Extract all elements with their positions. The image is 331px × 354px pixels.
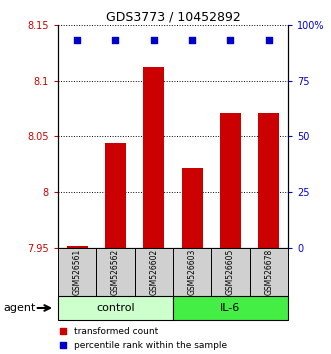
Bar — [58, 248, 96, 296]
Bar — [182, 167, 203, 248]
Point — [266, 38, 271, 43]
Text: GSM526602: GSM526602 — [149, 249, 158, 295]
Bar — [220, 113, 241, 248]
Point — [228, 38, 233, 43]
Bar — [258, 113, 279, 248]
Bar — [105, 143, 126, 248]
Text: transformed count: transformed count — [74, 326, 158, 336]
Text: control: control — [96, 303, 135, 313]
Point — [60, 342, 65, 348]
Text: agent: agent — [3, 303, 36, 313]
Text: percentile rank within the sample: percentile rank within the sample — [74, 341, 227, 350]
Text: GSM526603: GSM526603 — [188, 249, 197, 295]
Bar — [250, 248, 288, 296]
Point — [74, 38, 80, 43]
Text: GSM526561: GSM526561 — [72, 249, 82, 295]
Text: GSM526605: GSM526605 — [226, 249, 235, 295]
Bar — [135, 248, 173, 296]
Point — [113, 38, 118, 43]
Title: GDS3773 / 10452892: GDS3773 / 10452892 — [106, 11, 240, 24]
Text: GSM526562: GSM526562 — [111, 249, 120, 295]
Bar — [67, 246, 88, 248]
Bar — [173, 248, 211, 296]
Text: GSM526678: GSM526678 — [264, 249, 273, 295]
Bar — [211, 248, 250, 296]
Point — [189, 38, 195, 43]
Bar — [173, 296, 288, 320]
Bar — [58, 296, 173, 320]
Point — [60, 328, 65, 334]
Point — [151, 38, 157, 43]
Text: IL-6: IL-6 — [220, 303, 241, 313]
Bar — [96, 248, 135, 296]
Bar — [143, 67, 164, 248]
